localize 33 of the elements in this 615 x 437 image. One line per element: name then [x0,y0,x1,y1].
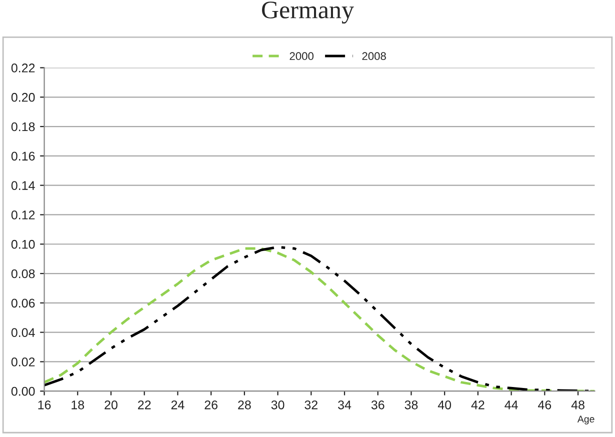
x-tick-label: 34 [338,400,352,410]
x-tick-label: 44 [504,400,518,410]
x-tick-label: 18 [72,400,84,410]
y-tick-label: 0.00 [11,386,35,396]
y-tick-label: 0.22 [11,64,35,72]
x-tick-label: 48 [571,400,584,410]
x-axis-title: Age [577,416,594,424]
y-tick-label: 0.04 [11,328,35,337]
chart-title: Germany [262,2,354,24]
y-tick-label: 0.14 [11,181,35,190]
legend-label: 2000 [290,52,314,60]
x-tick-label: 28 [238,400,251,410]
x-tick-label: 46 [538,400,552,410]
y-tick-label: 0.02 [11,358,35,366]
x-tick-label: 38 [404,400,418,410]
x-tick-label: 36 [371,400,384,410]
x-tick-label: 26 [204,400,218,410]
y-tick-label: 0.12 [11,210,35,220]
x-tick-label: 42 [471,400,484,410]
x-tick-label: 16 [38,400,51,410]
x-tick-label: 24 [171,400,184,410]
y-tick-label: 0.06 [11,298,35,308]
x-tick-label: 22 [138,400,151,410]
y-tick-label: 0.18 [11,122,35,132]
y-tick-label: 0.16 [11,152,35,161]
x-tick-label: 32 [304,400,318,410]
y-tick-label: 0.20 [11,92,35,102]
x-tick-label: 40 [438,400,452,410]
y-tick-label: 0.08 [11,269,35,278]
y-tick-label: 0.10 [11,240,35,249]
x-tick-label: 20 [104,400,118,410]
legend-label: 2008 [362,52,386,60]
x-tick-label: 30 [271,400,284,410]
